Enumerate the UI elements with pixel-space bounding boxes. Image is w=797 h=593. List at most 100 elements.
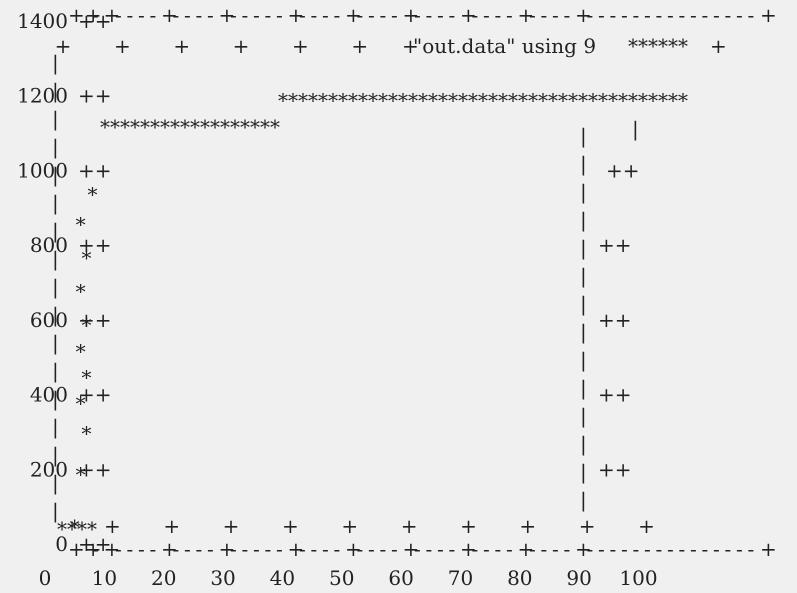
left-frame-pipe: | bbox=[52, 191, 59, 216]
y-tick-label: 0 bbox=[55, 532, 68, 556]
top-border-segment: - bbox=[529, 3, 536, 27]
bottom-border-segment: - bbox=[230, 537, 237, 561]
right-tick-mark: ++ bbox=[598, 233, 632, 257]
bottom-border-segment: - bbox=[621, 537, 628, 561]
bottom-border-segment: - bbox=[265, 537, 272, 561]
left-frame-pipe: | bbox=[52, 51, 59, 76]
legend-label: "out.data" using 9 bbox=[413, 34, 596, 58]
data-bottom-run: **** bbox=[57, 517, 97, 541]
top-border-segment: - bbox=[725, 3, 732, 27]
top-border-segment: - bbox=[656, 3, 663, 27]
right-frame-pipe: | bbox=[580, 348, 587, 373]
bottom-border-segment: - bbox=[748, 537, 755, 561]
x-tick-label: 40 bbox=[270, 566, 295, 590]
top-border-segment: - bbox=[552, 3, 559, 27]
y-tick-mark: ++ bbox=[78, 532, 112, 556]
right-frame-pipe: | bbox=[580, 152, 587, 177]
y-tick-label: 800 bbox=[30, 233, 68, 257]
left-frame-pipe: | bbox=[52, 219, 59, 244]
top-border-segment: - bbox=[380, 3, 387, 27]
data-point: * bbox=[76, 463, 86, 487]
right-tick-mark: ++ bbox=[598, 308, 632, 332]
left-frame-pipe: | bbox=[52, 303, 59, 328]
top-border-segment: - bbox=[334, 3, 341, 27]
data-point: * bbox=[82, 365, 92, 389]
top-border-segment: - bbox=[230, 3, 237, 27]
top-border-segment: - bbox=[207, 3, 214, 27]
inner-tick-bottom: + bbox=[282, 514, 299, 538]
y-tick-mark: ++ bbox=[78, 383, 112, 407]
bottom-border-segment: - bbox=[529, 537, 536, 561]
top-border-segment: - bbox=[322, 3, 329, 27]
top-border-segment: - bbox=[299, 3, 306, 27]
data-point: * bbox=[87, 182, 97, 206]
x-tick-label: 30 bbox=[210, 566, 235, 590]
top-border-segment: - bbox=[311, 3, 318, 27]
bottom-border-segment: - bbox=[449, 537, 456, 561]
right-frame-pipe: | bbox=[580, 404, 587, 429]
bottom-border-segment: + bbox=[345, 537, 362, 561]
bottom-border-segment: - bbox=[587, 537, 594, 561]
bottom-border-segment: - bbox=[506, 537, 513, 561]
right-frame-pipe: | bbox=[580, 460, 587, 485]
bottom-border-segment: + bbox=[403, 537, 420, 561]
bottom-border-segment: - bbox=[690, 537, 697, 561]
bottom-border-segment: - bbox=[495, 537, 502, 561]
top-border-segment: - bbox=[426, 3, 433, 27]
data-point: * bbox=[76, 280, 86, 304]
bottom-border-segment: - bbox=[541, 537, 548, 561]
y-tick-label: 200 bbox=[30, 457, 68, 481]
bottom-border-segment: - bbox=[702, 537, 709, 561]
top-border-segment: - bbox=[541, 3, 548, 27]
x-tick-label: 20 bbox=[151, 566, 176, 590]
data-point: * bbox=[82, 246, 92, 270]
legend-marker-right: + bbox=[710, 34, 727, 58]
top-border-segment: - bbox=[690, 3, 697, 27]
x-tick-label: 50 bbox=[329, 566, 354, 590]
top-border-segment: - bbox=[610, 3, 617, 27]
x-tick-label: 10 bbox=[92, 566, 117, 590]
data-point: * bbox=[82, 313, 92, 337]
bottom-border-segment: + bbox=[104, 537, 121, 561]
bottom-border-segment: - bbox=[276, 537, 283, 561]
top-border-segment: - bbox=[748, 3, 755, 27]
left-frame-pipe: | bbox=[52, 107, 59, 132]
inner-tick-bottom: + bbox=[460, 514, 477, 538]
top-border-left-corner: ++ bbox=[68, 3, 102, 27]
bottom-border-segment: - bbox=[334, 537, 341, 561]
top-border-segment: - bbox=[92, 3, 99, 27]
bottom-border-segment: - bbox=[253, 537, 260, 561]
right-frame-pipe: | bbox=[580, 124, 587, 149]
bottom-border-right-corner: + bbox=[760, 537, 777, 561]
top-border-segment: - bbox=[127, 3, 134, 27]
top-border-segment: - bbox=[150, 3, 157, 27]
left-frame-pipe: | bbox=[52, 443, 59, 468]
inner-tick-top: + bbox=[173, 34, 190, 58]
data-point: * bbox=[76, 339, 86, 363]
right-frame-pipe: | bbox=[580, 376, 587, 401]
left-frame-pipe: | bbox=[52, 331, 59, 356]
inner-tick-bottom: + bbox=[401, 514, 418, 538]
top-border-segment: - bbox=[437, 3, 444, 27]
bottom-border-segment: - bbox=[150, 537, 157, 561]
top-border-segment: - bbox=[587, 3, 594, 27]
inner-tick-bottom: + bbox=[223, 514, 240, 538]
data-point: * bbox=[82, 421, 92, 445]
top-border-segment: - bbox=[472, 3, 479, 27]
bottom-border-segment: - bbox=[644, 537, 651, 561]
x-tick-label: 90 bbox=[566, 566, 591, 590]
bottom-border-segment: - bbox=[368, 537, 375, 561]
bottom-border-segment: - bbox=[184, 537, 191, 561]
top-border-segment: - bbox=[495, 3, 502, 27]
bottom-border-segment: + bbox=[460, 537, 477, 561]
bottom-border-segment: - bbox=[552, 537, 559, 561]
bottom-border-segment: - bbox=[92, 537, 99, 561]
bottom-border-segment: - bbox=[713, 537, 720, 561]
top-border-segment: - bbox=[644, 3, 651, 27]
top-border-segment: + bbox=[345, 3, 362, 27]
bottom-border-segment: - bbox=[598, 537, 605, 561]
x-tick-label: 80 bbox=[507, 566, 532, 590]
bottom-border-segment: - bbox=[299, 537, 306, 561]
inner-tick-top: + bbox=[292, 34, 309, 58]
left-frame-pipe: | bbox=[52, 415, 59, 440]
